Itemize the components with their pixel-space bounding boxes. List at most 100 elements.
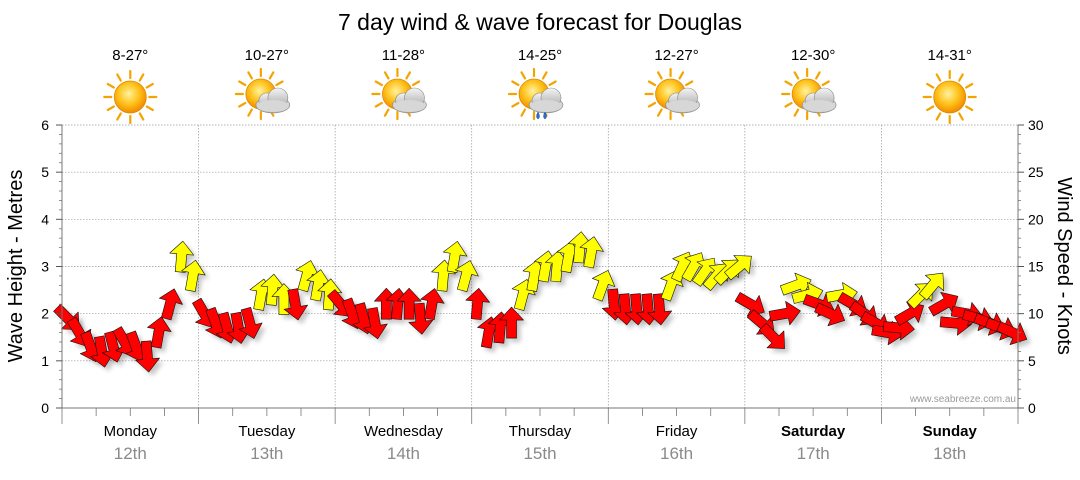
cloud-shape: [801, 87, 837, 114]
sun-ray: [116, 112, 122, 121]
sun-ray: [656, 71, 663, 80]
y-tick-label: 6: [41, 117, 49, 133]
cloud-fill: [393, 100, 426, 112]
axes: 0 1 2 3 4 5 6 0 5 10 15 20 25 30: [41, 117, 1044, 424]
rain-drop: [543, 111, 547, 120]
sun-ray: [541, 71, 548, 80]
wind-arrow: [443, 241, 468, 274]
y2-tick-label: 10: [1028, 306, 1044, 322]
sun-ray: [935, 112, 942, 121]
rain-drop: [536, 111, 540, 120]
day-name: Tuesday: [238, 423, 295, 440]
weather-icons: 8-27° 10-27° 11-28° 14-25° 12-27° 12-30° 14-31…: [103, 47, 977, 125]
sun-ray: [784, 101, 793, 108]
y-tick-label: 5: [41, 164, 49, 180]
sun-ray: [548, 80, 557, 87]
sun-cloud-rain-icon: [507, 67, 564, 121]
sun-ray: [238, 80, 247, 87]
sun-ray: [958, 73, 964, 82]
sun-ray: [784, 80, 793, 87]
cloud-fill: [256, 100, 289, 112]
wind-arrow: [363, 307, 388, 340]
wind-arrow: [918, 272, 945, 301]
right-axis-label: Wind Speed - Knots: [1053, 177, 1075, 355]
sun-ray: [511, 101, 520, 108]
sun-ray: [106, 105, 115, 112]
sun-ray: [247, 108, 253, 117]
y-tick-label: 3: [41, 259, 49, 275]
y2-tick-label: 25: [1028, 164, 1044, 180]
day-name: Saturday: [781, 423, 846, 440]
day-date: 12th: [114, 444, 147, 463]
day-date: 18th: [933, 444, 966, 463]
day-temp: 14-25°: [518, 47, 562, 64]
wind-arrow: [768, 301, 801, 326]
day-temp: 10-27°: [245, 47, 289, 64]
sun-icon: [922, 69, 977, 125]
sun-ray: [138, 73, 145, 82]
wind-arrow: [135, 340, 160, 373]
y-tick-label: 1: [41, 353, 49, 369]
sun-ray: [935, 73, 942, 82]
sun-ray: [647, 101, 657, 108]
wind-arrow: [396, 287, 422, 320]
y2-tick-label: 5: [1028, 353, 1036, 369]
sun-ray: [815, 71, 821, 80]
sun-ray: [411, 80, 421, 87]
wind-arrow: [454, 260, 479, 293]
cloud-shape: [392, 87, 427, 114]
left-axis-label: Wave Height - Metres: [5, 170, 27, 363]
sun-cloud-icon: [234, 67, 291, 121]
sun-rays: [922, 69, 977, 125]
wind-arrow: [169, 240, 195, 273]
wind-arrow: [894, 301, 925, 326]
sun-rays: [103, 69, 158, 125]
day-temp: 12-30°: [791, 47, 835, 64]
day-name: Monday: [104, 423, 158, 440]
wind-arrow: [238, 307, 263, 339]
sun-cloud-icon: [371, 67, 427, 121]
sun-ray: [106, 82, 115, 89]
wind-arrow: [814, 302, 846, 327]
sun-ray: [374, 80, 383, 87]
wind-arrow: [592, 270, 616, 302]
y2-tick-label: 0: [1028, 400, 1036, 416]
sun-ray: [238, 101, 247, 108]
wind-arrow: [159, 288, 183, 321]
day-temp: 11-28°: [382, 47, 425, 64]
sun-ray: [926, 82, 935, 89]
day-temp: 12-27°: [654, 47, 698, 64]
day-labels: Monday 12th Tuesday 13th Wednesday 14th Thursd…: [104, 423, 978, 463]
sun-ray: [383, 71, 390, 80]
sun-ray: [138, 112, 145, 121]
sun-ray: [520, 108, 527, 117]
wind-arrows: [53, 231, 1028, 373]
day-name: Sunday: [923, 423, 978, 440]
y2-tick-label: 20: [1028, 211, 1044, 227]
y-tick-label: 0: [41, 400, 49, 416]
sun-ray: [958, 112, 964, 121]
chart-title: 7 day wind & wave forecast for Douglas: [338, 9, 742, 35]
sun-ray: [511, 80, 520, 87]
cloud-fill: [530, 100, 562, 112]
wind-arrow: [147, 316, 172, 349]
day-name: Wednesday: [364, 423, 443, 440]
cloud-fill: [666, 100, 699, 112]
wind-arrow: [420, 288, 445, 321]
sun-ray: [793, 71, 800, 80]
sun-cloud-icon: [781, 67, 837, 121]
day-temp: 14-31°: [928, 47, 972, 64]
sun-disc: [933, 80, 967, 114]
sun-ray: [821, 80, 830, 87]
day-date: 17th: [797, 444, 830, 463]
sun-ray: [647, 80, 657, 87]
wind-arrow: [465, 287, 490, 320]
sun-ray: [145, 105, 154, 112]
sun-icon: [103, 69, 158, 125]
day-name: Thursday: [509, 423, 572, 440]
wind-arrow: [996, 321, 1028, 345]
cloud-shape: [255, 87, 291, 114]
day-temp: 8-27°: [112, 47, 148, 64]
wind-arrow: [181, 259, 206, 292]
sun-ray: [247, 71, 253, 80]
